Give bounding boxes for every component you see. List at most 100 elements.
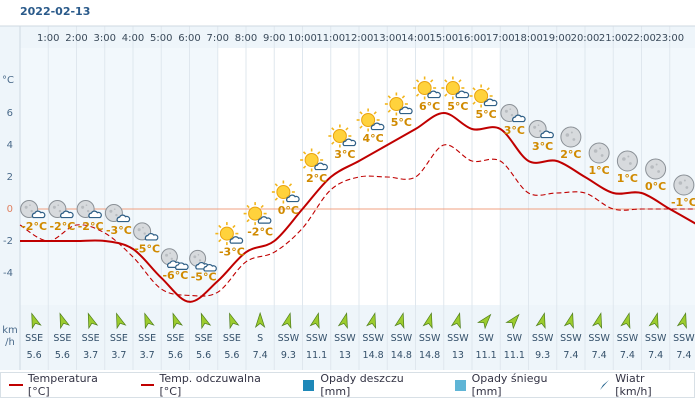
temperature-chart: 1:00 2:00 3:00 4:00 5:00 6:00 7:00 8:00 9:00 10:0…: [0, 25, 695, 370]
moon-crater: [29, 204, 31, 207]
weather-icons: [20, 76, 695, 272]
sun-disc: [417, 81, 432, 95]
wind-arrow-shape: [592, 312, 603, 330]
legend-wind-label: Wiatr [km/h]: [615, 372, 652, 398]
wind-direction-label: SSW: [645, 333, 667, 344]
moon-crater: [58, 209, 62, 213]
wind-arrow-icon: [309, 312, 320, 330]
sun-ray: [302, 165, 307, 169]
time-tick-label: 19:00: [542, 33, 571, 44]
sun-ray: [472, 87, 476, 91]
wind-speed-label: 11.1: [476, 350, 497, 361]
moon-crater: [509, 108, 512, 111]
moon-crater: [593, 149, 598, 153]
wind-speed-label: 3.7: [140, 350, 155, 361]
night-column: [133, 48, 162, 305]
wind-arrow-shape: [200, 312, 212, 330]
temperature-data-label: 3°C: [504, 124, 525, 137]
time-tick-label: 21:00: [599, 33, 628, 44]
wind-speed-label: 5.6: [196, 350, 211, 361]
y-tick-label: -4: [3, 268, 13, 279]
sun-ray: [444, 93, 448, 97]
wind-direction-label: SW: [478, 333, 494, 344]
wind-direction-label: SSW: [673, 333, 695, 344]
wind-arrow-icon: [600, 380, 610, 390]
sun-partly-cloudy-icon: [328, 124, 357, 148]
temperature-data-label: 0°C: [278, 204, 299, 217]
cloud-shape: [203, 263, 217, 272]
temperature-data-label: 2°C: [560, 148, 581, 161]
wind-unit-top: km: [2, 325, 18, 336]
moon-disc: [560, 126, 582, 148]
legend-rain: Opady deszczu [mm]: [303, 372, 436, 398]
sun-partly-cloudy-icon: [469, 84, 498, 108]
time-tick-label: 5:00: [150, 33, 172, 44]
wind-arrow-shape: [229, 312, 240, 330]
time-tick-label: 6:00: [178, 33, 200, 44]
wind-arrow-icon: [505, 313, 520, 330]
sun-ray: [260, 204, 264, 209]
moon-crater: [600, 154, 604, 157]
moon-crater: [685, 186, 689, 189]
wind-direction-label: SSW: [532, 333, 554, 344]
moon-disc: [673, 174, 695, 196]
wind-arrow-icon: [676, 312, 687, 330]
moon-partly-cloudy-icon: [20, 200, 46, 219]
wind-direction-label: SSE: [195, 333, 213, 344]
wind-direction-label: SSW: [588, 333, 610, 344]
moon-crater: [510, 113, 514, 117]
legend-temperature-label: Temperatura [°C]: [27, 372, 98, 398]
sun-disc: [248, 206, 263, 221]
wind-direction-label: SW: [507, 333, 523, 344]
moon-crater: [143, 232, 146, 235]
wind-arrow-shape: [563, 312, 574, 330]
feels-like-line: [19, 144, 695, 297]
time-tick-label: 12:00: [345, 33, 374, 44]
time-axis: 1:00 2:00 3:00 4:00 5:00 6:00 7:00 8:00 9:00 10:0…: [37, 33, 684, 44]
sun-ray: [288, 183, 293, 187]
wind-speed-label: 11.1: [306, 350, 327, 361]
legend-feels-like: Temp. odczuwalna [°C]: [140, 372, 286, 398]
time-tick-label: 4:00: [122, 33, 144, 44]
moon-crater: [169, 252, 171, 254]
sun-ray: [415, 93, 420, 97]
moon-crater: [198, 259, 202, 262]
wind-arrow-shape: [535, 312, 546, 330]
sun-ray: [345, 127, 349, 131]
time-tick-label: 18:00: [514, 33, 543, 44]
wind-arrow-icon: [59, 312, 70, 330]
rain-swatch: [303, 379, 315, 391]
wind-arrow-shape: [281, 312, 292, 330]
time-tick-label: 8:00: [235, 33, 257, 44]
temperature-data-label: 6°C: [419, 100, 440, 113]
legend-snow-label: Opady śniegu [mm]: [471, 372, 548, 398]
wind-arrow-icon: [337, 312, 348, 330]
wind-speed-label: 7.4: [253, 350, 268, 361]
wind-direction-label: SSW: [391, 333, 413, 344]
sun-ray: [274, 183, 278, 187]
night-column: [48, 48, 77, 305]
wind-arrow-icon: [31, 312, 42, 330]
moon-partly-cloudy-icon: [76, 200, 102, 219]
time-tick-label: 2:00: [65, 33, 87, 44]
wind-arrow-shape: [620, 312, 631, 330]
sun-ray: [387, 109, 391, 113]
wind-arrow-shape: [59, 312, 70, 330]
time-tick-label: 17:00: [486, 33, 515, 44]
wind-direction-label: SSW: [560, 333, 582, 344]
wind-arrow-icon: [394, 312, 405, 330]
sun-partly-cloudy-icon: [271, 180, 300, 204]
night-column: [76, 48, 105, 305]
wind-arrow-shape: [648, 312, 659, 330]
sun-partly-cloudy-icon: [441, 76, 470, 100]
moon-partly-cloudy-icon: [133, 222, 159, 241]
wind-direction-label: SSW: [362, 333, 384, 344]
wind-direction-label: SSW: [278, 333, 300, 344]
moon-crater: [628, 162, 632, 165]
wind-arrow-icon: [229, 312, 240, 330]
wind-direction-label: SSW: [617, 333, 639, 344]
moon-crater: [24, 205, 28, 209]
time-tick-label: 13:00: [373, 33, 402, 44]
time-tick-label: 15:00: [429, 33, 458, 44]
moon-disc: [645, 158, 667, 180]
